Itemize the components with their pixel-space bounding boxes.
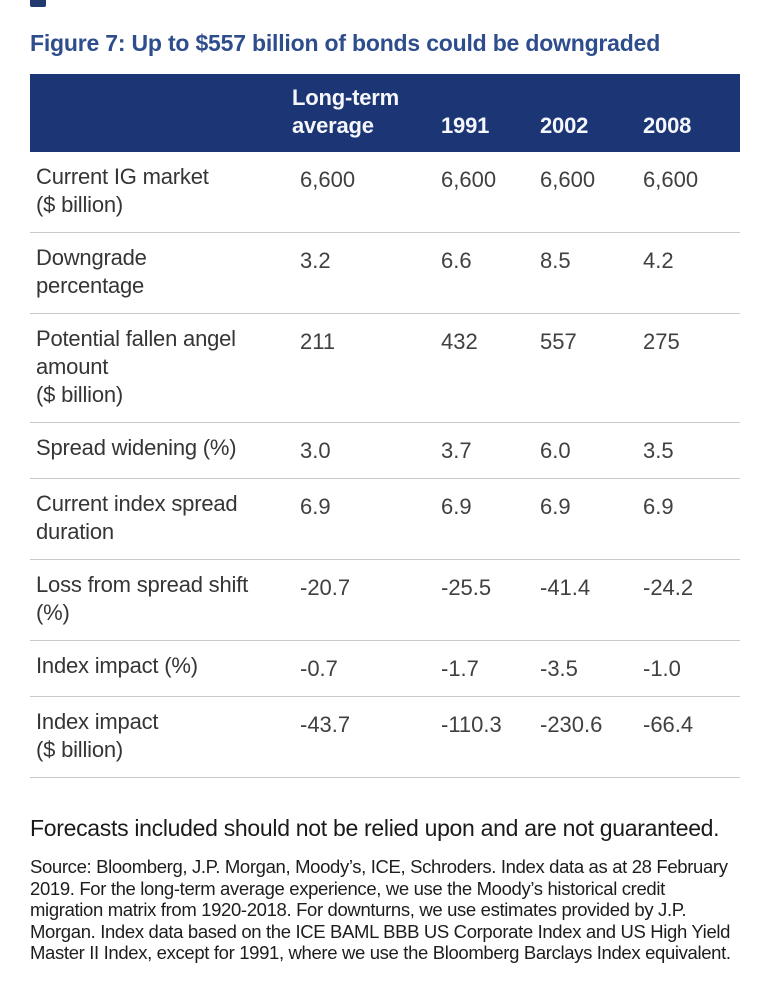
forecast-disclaimer: Forecasts included should not be relied … [30, 815, 720, 841]
cell-value: 8.5 [540, 248, 571, 273]
cell-value: 557 [540, 329, 577, 354]
cell-value: 432 [441, 329, 478, 354]
cell-value: -230.6 [540, 712, 603, 737]
cell-value: 211 [300, 329, 336, 354]
figure-title: Figure 7: Up to $557 billion of bonds co… [30, 30, 661, 56]
header-1991: 1991 [441, 113, 490, 138]
cell-value: -20.7 [300, 575, 351, 600]
cell-value: 275 [643, 329, 680, 354]
cell-value: 3.0 [300, 438, 331, 463]
cell-value: -24.2 [643, 575, 694, 600]
cropped-edge-artifact [30, 0, 46, 7]
cell-value: -25.5 [441, 575, 492, 600]
cell-value: 6.0 [540, 438, 571, 463]
cell-value: 6,600 [300, 167, 356, 192]
cell-value: 6,600 [643, 167, 699, 192]
cell-value: -110.3 [441, 712, 502, 737]
table-header-row: Long-term average 1991 2002 2008 [30, 74, 740, 152]
table-row-index-impact-pct: Index impact (%) -0.7 -1.7 -3.5 -1.0 [30, 641, 740, 697]
cell-value: 3.2 [300, 248, 331, 273]
downgrade-scenarios-table: Long-term average 1991 2002 2008 Current… [30, 74, 740, 778]
table-row-potential-fallen-angel: Potential fallen angel amount ($ billion… [30, 314, 740, 423]
header-long-term-average: Long-term average [292, 85, 399, 138]
row-label: Current IG market ($ billion) [36, 164, 209, 217]
cell-value: -1.0 [643, 656, 681, 681]
row-label: Index impact (%) [36, 653, 198, 678]
row-label: Loss from spread shift (%) [36, 572, 249, 625]
header-2008: 2008 [643, 113, 692, 138]
cell-value: 4.2 [643, 248, 674, 273]
table-row-loss-from-spread-shift: Loss from spread shift (%) -20.7 -25.5 -… [30, 560, 740, 641]
table-row-index-impact-billion: Index impact ($ billion) -43.7 -110.3 -2… [30, 697, 740, 778]
cell-value: -1.7 [441, 656, 479, 681]
cell-value: -41.4 [540, 575, 591, 600]
row-label: Potential fallen angel amount ($ billion… [36, 326, 236, 407]
table-row-downgrade-percentage: Downgrade percentage 3.2 6.6 8.5 4.2 [30, 233, 740, 314]
row-label: Current index spread duration [36, 491, 238, 544]
header-2002: 2002 [540, 113, 589, 138]
cell-value: -43.7 [300, 712, 351, 737]
cell-value: -0.7 [300, 656, 338, 681]
cell-value: 6.9 [540, 494, 571, 519]
cell-value: 6.9 [300, 494, 331, 519]
row-label: Downgrade percentage [36, 245, 147, 298]
cell-value: 3.7 [441, 438, 472, 463]
row-label: Index impact ($ billion) [36, 709, 159, 762]
row-label: Spread widening (%) [36, 435, 237, 460]
cell-value: 3.5 [643, 438, 674, 463]
cell-value: -66.4 [643, 712, 694, 737]
table-row-current-ig-market: Current IG market ($ billion) 6,600 6,60… [30, 152, 740, 233]
cell-value: 6.9 [643, 494, 674, 519]
source-note: Source: Bloomberg, J.P. Morgan, Moody’s,… [30, 856, 731, 963]
cell-value: -3.5 [540, 656, 578, 681]
cell-value: 6.9 [441, 494, 472, 519]
table-row-index-spread-duration: Current index spread duration 6.9 6.9 6.… [30, 479, 740, 560]
cell-value: 6,600 [441, 167, 497, 192]
table-row-spread-widening: Spread widening (%) 3.0 3.7 6.0 3.5 [30, 423, 740, 479]
cell-value: 6.6 [441, 248, 472, 273]
cell-value: 6,600 [540, 167, 596, 192]
